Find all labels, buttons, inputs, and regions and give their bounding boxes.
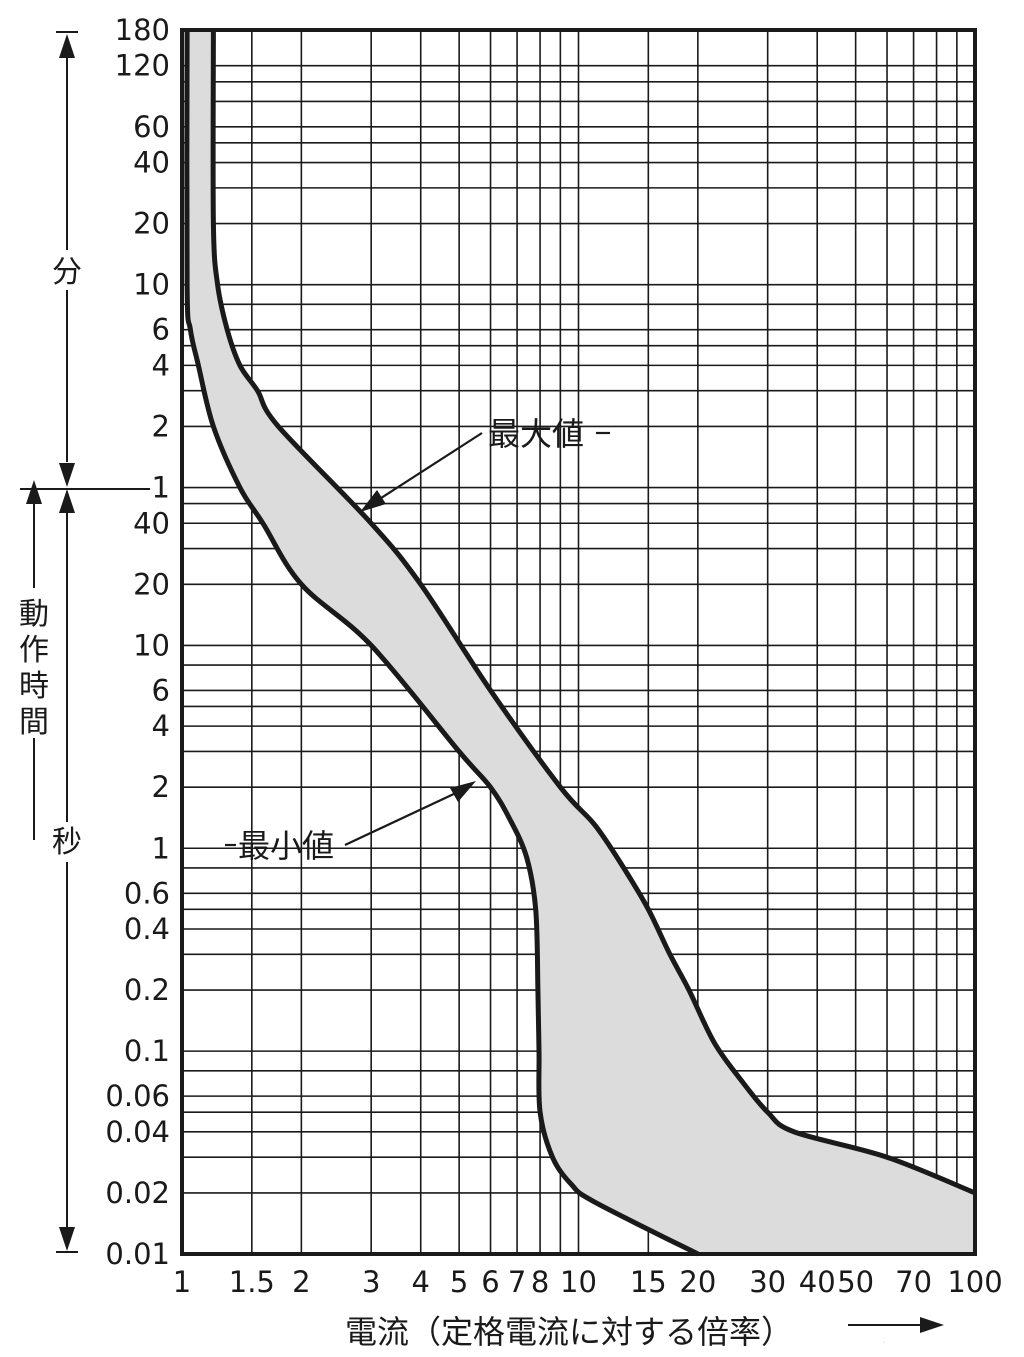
y-tick-label: 0.2 <box>124 973 170 1007</box>
x-tick-label: 10 <box>560 1265 597 1299</box>
x-tick-label: 1 <box>173 1265 191 1299</box>
y-tick-label: 60 <box>133 110 170 144</box>
x-tick-label: 30 <box>749 1265 786 1299</box>
y-axis-label-char: 動 <box>19 597 49 632</box>
y-tick-label: 40 <box>133 506 170 540</box>
y-tick-label: 2 <box>152 409 170 443</box>
y-tick-label: 1 <box>152 831 170 865</box>
x-tick-label: 6 <box>481 1265 499 1299</box>
y-tick-label: 20 <box>133 207 170 241</box>
y-tick-label: 6 <box>152 313 170 347</box>
x-axis-label: 電流（定格電流に対する倍率） <box>345 1313 793 1351</box>
x-axis-arrow-glyph: ⟶ <box>883 1342 885 1344</box>
operating-band <box>186 30 975 1254</box>
x-tick-label: 70 <box>895 1265 932 1299</box>
max-annotation: 最大値 <box>360 415 610 512</box>
minutes-bracket: 分 <box>52 31 82 487</box>
y-tick-label: 6 <box>152 673 170 707</box>
seconds-unit-label: 秒 <box>52 825 82 860</box>
minutes-unit-label: 分 <box>52 255 82 290</box>
grid <box>181 29 976 1255</box>
x-tick-label: 15 <box>630 1265 667 1299</box>
y-tick-label: 4 <box>152 348 170 382</box>
y-tick-label: 0.06 <box>105 1079 170 1113</box>
x-tick-label: 2 <box>292 1265 310 1299</box>
min-curve <box>184 29 700 1257</box>
x-tick-label: 40 <box>799 1265 836 1299</box>
x-tick-label: 1.5 <box>229 1265 275 1299</box>
x-tick-label: 50 <box>837 1265 874 1299</box>
y-axis-label-char: 間 <box>19 705 49 740</box>
x-tick-label: 7 <box>508 1265 526 1299</box>
y-tick-label: 0.04 <box>105 1115 170 1149</box>
seconds-bracket: 秒 <box>52 489 82 1253</box>
y-tick-label: 1 <box>152 471 170 505</box>
x-tick-label: 100 <box>947 1265 1002 1299</box>
x-tick-label: 5 <box>450 1265 468 1299</box>
plot-frame <box>180 28 977 1256</box>
y-tick-label: 0.1 <box>124 1034 170 1068</box>
y-axis-label-char: 作 <box>19 633 49 668</box>
x-axis-arrow: ⟶ <box>848 1317 944 1344</box>
x-tick-label: 20 <box>679 1265 716 1299</box>
x-tick-label: 4 <box>411 1265 429 1299</box>
y-tick-label: 180 <box>115 13 170 47</box>
y-tick-label: 10 <box>133 268 170 302</box>
min-annotation-label: 最小値 <box>238 827 334 865</box>
y-axis-label-char: 時 <box>19 669 49 704</box>
max-curve <box>210 29 976 1196</box>
min-annotation: 最小値 <box>225 781 476 865</box>
x-tick-label: 8 <box>531 1265 549 1299</box>
y-tick-label: 20 <box>133 567 170 601</box>
y-tick-labels: 18012060402010642140201064210.60.40.20.1… <box>105 13 170 1271</box>
y-tick-label: 4 <box>152 709 170 743</box>
y-tick-label: 0.4 <box>124 912 170 946</box>
y-tick-label: 0.02 <box>105 1176 170 1210</box>
max-annotation-label: 最大値 <box>488 415 584 453</box>
x-tick-labels: 1 1.5 2 3 4 5 6 7 8 10 15 20 30 40 50 70 100 <box>173 1265 1003 1299</box>
y-tick-label: 0.6 <box>124 876 170 910</box>
y-tick-label: 2 <box>152 770 170 804</box>
y-tick-label: 10 <box>133 628 170 662</box>
x-tick-label: 3 <box>362 1265 380 1299</box>
y-tick-label: 40 <box>133 146 170 180</box>
y-tick-label: 120 <box>115 49 170 83</box>
y-tick-label: 0.01 <box>105 1237 170 1271</box>
